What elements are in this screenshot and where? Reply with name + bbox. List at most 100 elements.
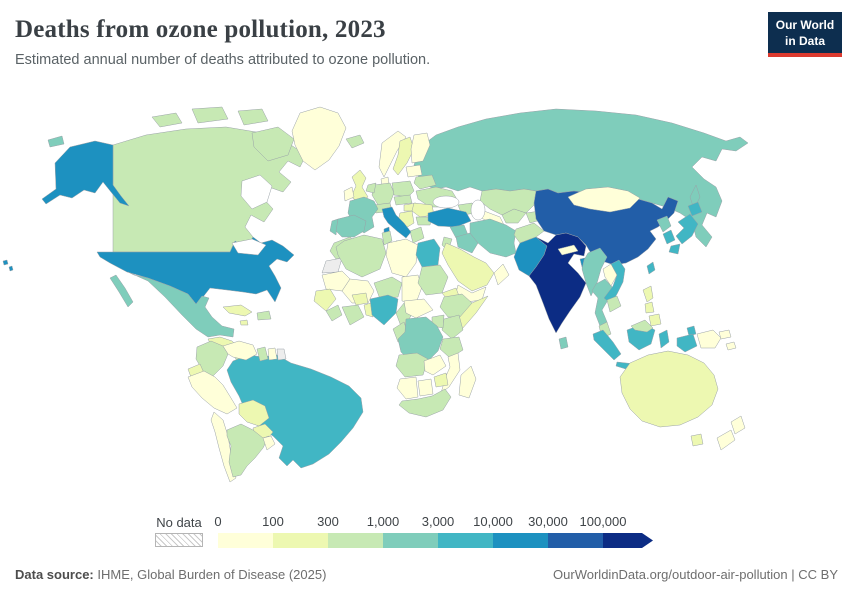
country-uzbekistan[interactable] (501, 208, 527, 224)
country-mozambique[interactable] (440, 352, 461, 394)
country-turkey[interactable] (427, 207, 472, 228)
legend-swatch-5[interactable] (493, 533, 548, 548)
country-united-states-hawaii[interactable] (2, 259, 9, 266)
legend-swatch-1[interactable] (273, 533, 328, 548)
country-cuba[interactable] (222, 304, 253, 317)
country-bolivia[interactable] (238, 399, 270, 427)
country-sierra-leone-liberia[interactable] (325, 304, 343, 322)
country-hispaniola[interactable] (256, 310, 272, 321)
legend-swatch-4[interactable] (438, 533, 493, 548)
country-uruguay[interactable] (262, 435, 276, 451)
country-canada-arctic-2[interactable] (191, 106, 229, 124)
country-central-african-republic[interactable] (403, 298, 434, 319)
country-canada-arctic-1[interactable] (151, 112, 183, 128)
country-greece[interactable] (409, 226, 425, 244)
country-saudi-arabia[interactable] (441, 242, 495, 292)
country-sweden[interactable] (392, 136, 415, 176)
legend-swatch-0[interactable] (218, 533, 273, 548)
country-kenya[interactable] (441, 314, 464, 340)
country-guyana[interactable] (256, 346, 269, 362)
legend-swatch-6[interactable] (548, 533, 603, 548)
country-australia-tasmania[interactable] (690, 433, 704, 447)
country-mongolia[interactable] (567, 186, 641, 213)
country-egypt[interactable] (415, 238, 441, 268)
country-algeria[interactable] (335, 234, 387, 278)
country-philippines-visayas[interactable] (644, 301, 655, 314)
country-argentina[interactable] (226, 423, 270, 478)
country-papua-new-guinea[interactable] (696, 329, 722, 349)
country-indonesia-halmahera[interactable] (686, 325, 697, 337)
country-kazakhstan[interactable] (479, 188, 537, 216)
country-chad[interactable] (401, 274, 423, 304)
country-czechia-slovakia[interactable] (393, 194, 413, 206)
country-philippines-mindanao[interactable] (648, 313, 662, 327)
country-india[interactable] (528, 232, 587, 334)
country-japan-honshu[interactable] (675, 213, 699, 245)
country-jamaica[interactable] (239, 319, 249, 326)
country-united-states-hawaii2[interactable] (8, 265, 14, 272)
country-madagascar[interactable] (458, 365, 477, 399)
country-cote-divoire-ghana[interactable] (341, 304, 365, 326)
country-russia-island[interactable] (47, 135, 65, 148)
country-philippines-luzon[interactable] (642, 285, 654, 303)
country-north-korea[interactable] (656, 215, 672, 233)
footer-license-link[interactable]: CC BY (798, 567, 838, 582)
country-somalia[interactable] (458, 295, 489, 330)
country-malaysia-borneo[interactable] (630, 319, 654, 333)
country-japan-kyushu[interactable] (668, 243, 681, 255)
country-colombia[interactable] (195, 340, 229, 377)
country-baltic-states[interactable] (405, 164, 423, 178)
country-western-sahara[interactable] (321, 257, 343, 274)
country-new-zealand-north[interactable] (730, 415, 746, 435)
country-angola[interactable] (395, 352, 429, 378)
legend-swatch-7[interactable] (603, 533, 653, 548)
country-iceland[interactable] (345, 134, 365, 149)
owid-logo[interactable]: Our World in Data (768, 12, 842, 58)
country-sri-lanka[interactable] (558, 336, 569, 350)
country-norway[interactable] (378, 130, 407, 178)
country-peru[interactable] (187, 370, 238, 415)
country-south-korea[interactable] (662, 229, 676, 245)
footer-link[interactable]: OurWorldinData.org/outdoor-air-pollution (553, 567, 788, 582)
country-netherlands-belgium[interactable] (365, 182, 377, 194)
country-senegal-guinea[interactable] (313, 288, 337, 312)
country-belarus[interactable] (413, 174, 437, 190)
legend-swatch-2[interactable] (328, 533, 383, 548)
country-zambia[interactable] (423, 354, 447, 376)
country-japan-hokkaido[interactable] (687, 201, 703, 217)
country-french-guiana[interactable] (276, 348, 287, 361)
country-tanzania[interactable] (439, 336, 464, 359)
country-indonesia-sulawesi[interactable] (658, 329, 670, 349)
country-nigeria[interactable] (369, 294, 399, 326)
country-namibia[interactable] (396, 376, 419, 400)
legend-swatch-3[interactable] (383, 533, 438, 548)
country-burkina-faso[interactable] (351, 292, 369, 306)
country-niger[interactable] (373, 276, 403, 300)
country-botswana[interactable] (417, 378, 434, 397)
country-canada-arctic-3[interactable] (237, 108, 269, 126)
country-mexico-baja[interactable] (109, 274, 134, 308)
country-cambodia[interactable] (606, 295, 622, 313)
country-mexico[interactable] (127, 271, 235, 338)
country-sudan[interactable] (417, 264, 449, 296)
country-zimbabwe[interactable] (433, 372, 449, 388)
country-laos[interactable] (602, 263, 618, 287)
country-oman[interactable] (493, 263, 510, 286)
country-tunisia[interactable] (381, 230, 393, 246)
country-iran[interactable] (469, 218, 517, 258)
country-indonesia-sumatra[interactable] (592, 329, 622, 361)
country-solomon-islands[interactable] (725, 341, 737, 351)
country-indonesia-west-papua[interactable] (676, 333, 698, 353)
country-spain[interactable] (335, 214, 367, 238)
country-united-kingdom[interactable] (350, 169, 369, 203)
country-poland[interactable] (391, 180, 415, 198)
country-libya[interactable] (385, 238, 419, 278)
country-new-zealand-south[interactable] (716, 429, 736, 451)
country-united-states-alaska[interactable] (41, 140, 130, 207)
country-png-island[interactable] (718, 329, 732, 340)
country-finland[interactable] (410, 132, 431, 164)
legend-no-data-swatch[interactable] (155, 533, 203, 547)
country-ireland[interactable] (343, 186, 355, 202)
country-italy[interactable] (381, 206, 412, 239)
country-venezuela[interactable] (222, 340, 258, 361)
